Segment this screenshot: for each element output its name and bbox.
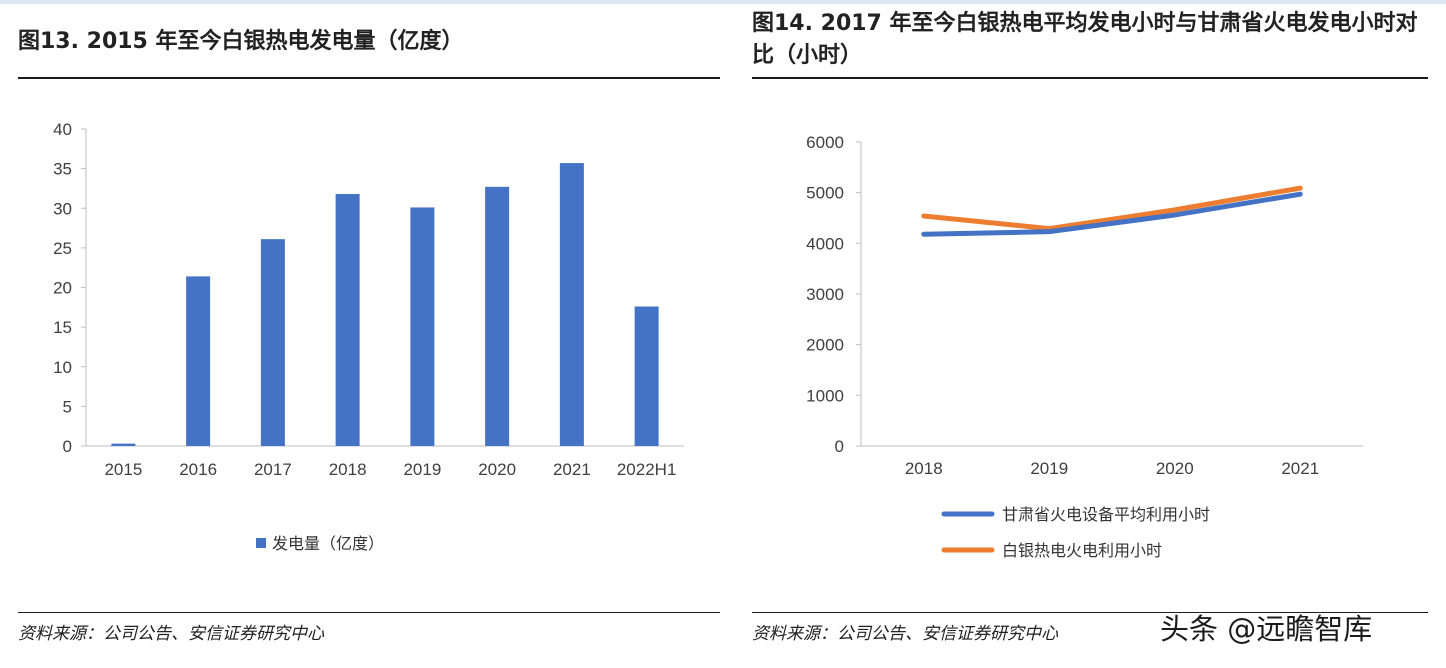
left-source-text: 资料来源：公司公告、安信证券研究中心 [18,624,324,644]
right-figure-title: 图14. 2017 年至今白银热电平均发电小时与甘肃省火电发电小时对比（小时） [752,11,1418,68]
legend-label: 甘肃省火电设备平均利用小时 [1002,505,1210,524]
x-tick-label: 2015 [104,460,142,479]
x-tick-label: 2018 [905,459,943,478]
x-tick-label: 2022H1 [617,460,677,479]
x-tick-label: 2019 [403,460,441,479]
y-tick-label: 40 [53,120,72,139]
bar [335,193,360,446]
series-line [921,191,1303,237]
bar [260,239,285,446]
y-tick-label: 35 [53,160,72,179]
left-source-rule [18,612,720,613]
right-title-rule [752,77,1428,79]
y-tick-label: 20 [53,279,72,298]
y-tick-label: 4000 [806,234,844,253]
bar [559,163,584,446]
y-tick-label: 15 [53,318,72,337]
y-tick-label: 10 [53,358,72,377]
y-tick-label: 25 [53,239,72,258]
legend-label: 发电量（亿度） [272,534,384,553]
x-tick-label: 2021 [553,460,591,479]
y-tick-label: 6000 [806,133,844,152]
series-line [921,185,1303,232]
y-tick-label: 5000 [806,184,844,203]
left-figure-panel: 图13. 2015 年至今白银热电发电量（亿度） 0 5 10 15 20 25 30 35 4… [18,0,720,668]
bar [634,306,659,446]
y-tick-label: 0 [835,437,844,456]
right-figure-panel: 图14. 2017 年至今白银热电平均发电小时与甘肃省火电发电小时对比（小时） … [752,0,1428,668]
right-source-text: 资料来源：公司公告、安信证券研究中心 [752,624,1058,644]
y-tick-label: 5 [63,397,72,416]
x-tick-label: 2020 [478,460,516,479]
y-tick-label: 30 [53,199,72,218]
x-tick-label: 2019 [1030,459,1068,478]
right-source-rule [752,612,1428,613]
left-title-rule [18,77,720,79]
legend-label: 白银热电火电利用小时 [1002,541,1162,560]
x-tick-label: 2020 [1156,459,1194,478]
x-tick-label: 2016 [179,460,217,479]
x-tick-label: 2017 [254,460,292,479]
bar-chart: 0 5 10 15 20 25 30 35 40 2015 2016 2017 2018 2019 2020… [53,120,684,553]
bar [410,207,435,446]
bar [111,443,136,446]
left-figure-title: 图13. 2015 年至今白银热电发电量（亿度） [18,29,464,54]
bar [485,186,510,446]
y-tick-label: 3000 [806,285,844,304]
x-tick-label: 2018 [329,460,367,479]
line-chart: 0 1000 2000 3000 4000 5000 6000 2018 2019 2020 202… [806,133,1363,560]
bar [186,276,211,446]
legend-swatch [256,538,266,548]
y-tick-label: 2000 [806,336,844,355]
watermark: 头条 @远瞻智库 [1160,612,1373,646]
top-accent-bar [0,0,1446,4]
x-tick-label: 2021 [1281,459,1319,478]
y-tick-label: 0 [63,437,72,456]
y-tick-label: 1000 [806,386,844,405]
